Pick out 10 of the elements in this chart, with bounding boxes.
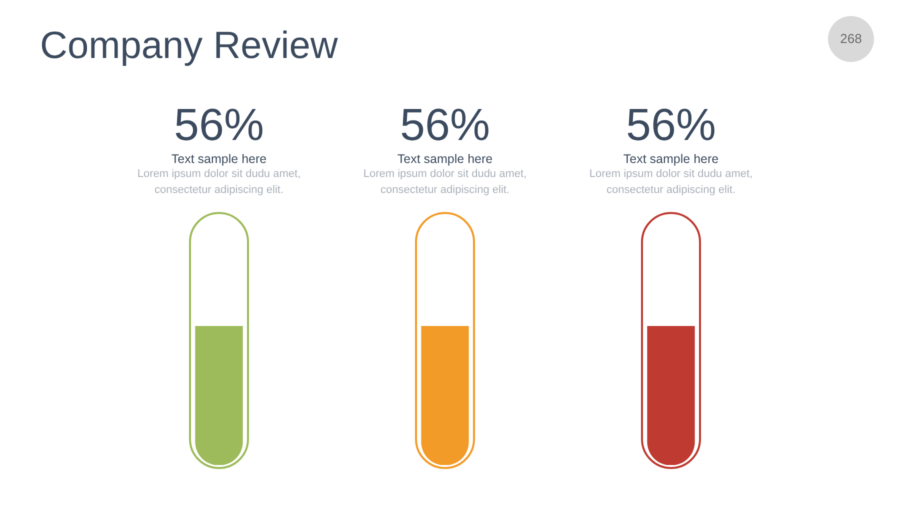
x-tick-label: Text sample here (170, 151, 268, 168)
text: Lorem ipsum dolor sit dudu amet, consectetur adipiscing elit. (588, 167, 754, 198)
chart-title: Company Review (40, 24, 338, 69)
data-label: 56% (172, 98, 266, 152)
text: Lorem ipsum dolor sit dudu amet, consectetur adipiscing elit. (136, 167, 302, 198)
x-tick-label: Text sample here (396, 151, 494, 168)
data-label: 56% (398, 98, 492, 152)
x-tick-label: Text sample here (622, 151, 720, 168)
data-label: 56% (624, 98, 718, 152)
text: Lorem ipsum dolor sit dudu amet, consectetur adipiscing elit. (362, 167, 528, 198)
